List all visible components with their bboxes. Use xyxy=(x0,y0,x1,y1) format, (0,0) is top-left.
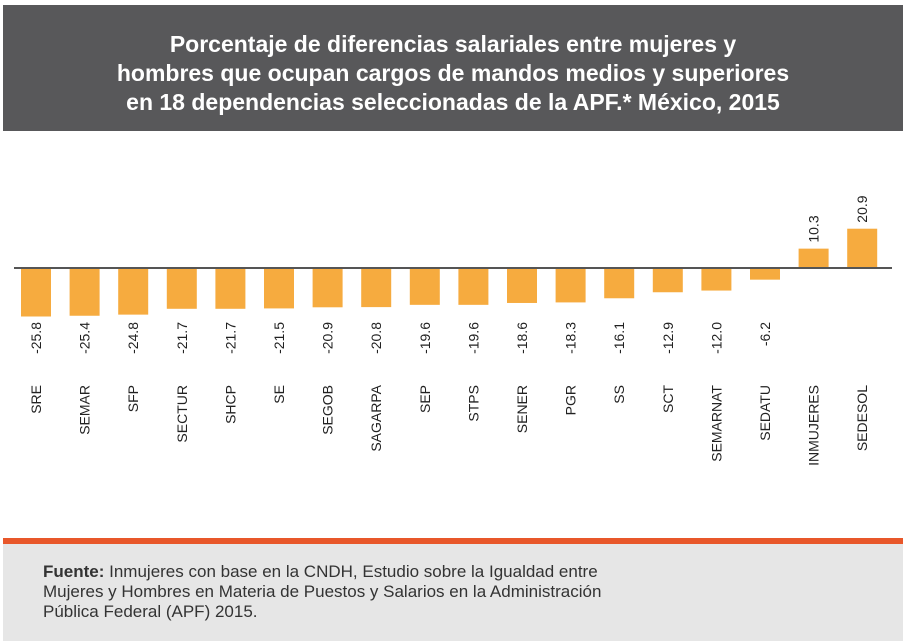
bar xyxy=(604,268,635,299)
title-line: hombres que ocupan cargos de mandos medi… xyxy=(116,60,790,86)
bar xyxy=(750,268,780,280)
title-line: Porcentaje de diferencias salariales ent… xyxy=(169,31,737,57)
x-tick-label: SEMAR xyxy=(77,385,93,435)
bar xyxy=(847,228,878,268)
value-label: -24.8 xyxy=(125,322,141,354)
footer-line: Fuente: Inmujeres con base en la CNDH, E… xyxy=(43,562,903,582)
bar xyxy=(555,268,586,303)
bar xyxy=(21,268,51,317)
bar xyxy=(166,268,197,309)
x-tick-label: STPS xyxy=(465,385,481,422)
value-label: -20.8 xyxy=(368,322,384,354)
value-label: -19.6 xyxy=(417,322,433,354)
bar xyxy=(701,268,732,291)
value-label: -18.3 xyxy=(563,322,579,354)
x-tick-label: SAGARPA xyxy=(368,384,384,451)
x-tick-label: SCT xyxy=(660,385,676,413)
bar xyxy=(264,268,294,309)
x-tick-label: SFP xyxy=(125,385,141,412)
footer: Fuente: Inmujeres con base en la CNDH, E… xyxy=(3,544,903,641)
x-tick-label: SS xyxy=(611,385,627,404)
x-tick-label: SRE xyxy=(28,385,44,414)
value-label: -21.5 xyxy=(271,322,287,354)
value-label: 10.3 xyxy=(806,215,822,242)
value-label: 20.9 xyxy=(854,195,870,222)
value-label: -25.4 xyxy=(77,322,93,354)
bar xyxy=(507,268,537,303)
footer-line: Pública Federal (APF) 2015. xyxy=(43,602,258,621)
x-tick-label: SHCP xyxy=(222,385,238,424)
footer-text: Inmujeres con base en la CNDH, Estudio s… xyxy=(109,562,598,581)
bar xyxy=(361,268,392,308)
x-tick-label: SENER xyxy=(514,385,530,433)
value-label: -21.7 xyxy=(174,322,190,354)
bar xyxy=(215,268,246,309)
x-tick-label: SEP xyxy=(417,385,433,413)
bar xyxy=(458,268,489,305)
x-tick-label: SEDESOL xyxy=(854,385,870,451)
bar xyxy=(798,248,829,268)
x-tick-label: SEGOB xyxy=(320,385,336,435)
value-label: -19.6 xyxy=(465,322,481,354)
footer-label: Fuente: xyxy=(43,562,105,581)
title-line: en 18 dependencias seleccionadas de la A… xyxy=(126,89,780,115)
value-label: -12.9 xyxy=(660,322,676,354)
x-tick-label: SE xyxy=(271,385,287,404)
bar xyxy=(652,268,683,293)
bar xyxy=(69,268,100,316)
x-tick-label: SEDATU xyxy=(757,385,773,441)
footer-rule xyxy=(3,538,903,544)
value-label: -12.0 xyxy=(708,322,724,354)
x-tick-label: SECTUR xyxy=(174,385,190,443)
x-tick-label: SEMARNAT xyxy=(708,385,724,462)
x-tick-label: PGR xyxy=(563,385,579,415)
value-label: -6.2 xyxy=(757,322,773,346)
value-label: -16.1 xyxy=(611,322,627,354)
chart: -25.8 SRE -25.4 SEMAR -24.8 SFP -21.7 SECTUR -21… xyxy=(14,195,892,466)
value-label: -20.9 xyxy=(320,322,336,354)
value-label: -21.7 xyxy=(222,322,238,354)
bar xyxy=(118,268,149,315)
chart-title: Porcentaje de diferencias salariales ent… xyxy=(3,5,903,131)
bar xyxy=(312,268,343,308)
value-label: -18.6 xyxy=(514,322,530,354)
bar xyxy=(409,268,440,305)
footer-line: Mujeres y Hombres en Materia de Puestos … xyxy=(43,582,602,601)
x-tick-label: INMUJERES xyxy=(806,385,822,466)
value-label: -25.8 xyxy=(28,322,44,354)
